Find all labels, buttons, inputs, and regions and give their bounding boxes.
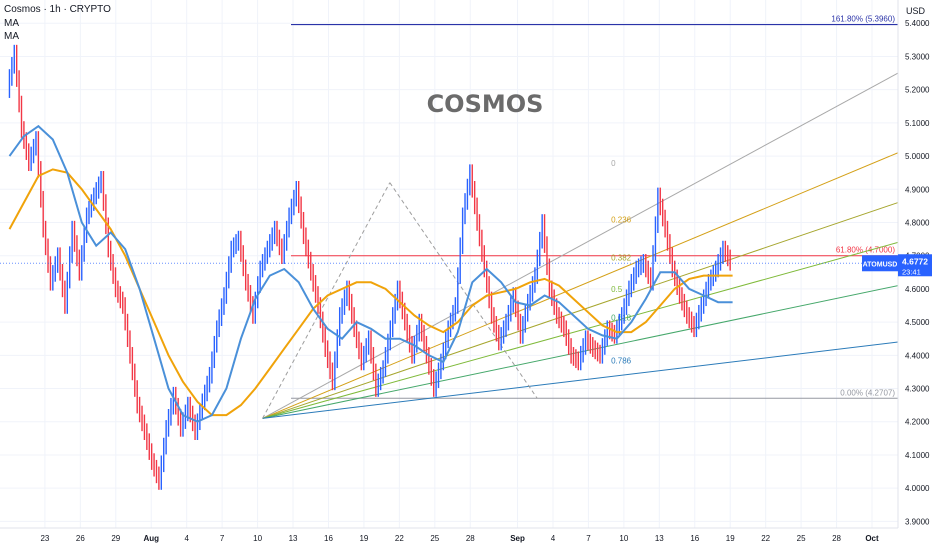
price-series <box>8 44 731 490</box>
ma-indicator-1[interactable]: MA <box>4 18 19 29</box>
time-tick-label: Aug <box>143 534 159 543</box>
time-tick-label: 10 <box>619 534 628 543</box>
time-tick-label: 22 <box>395 534 404 543</box>
fan-line <box>262 72 899 419</box>
time-tick-label: 19 <box>726 534 735 543</box>
time-tick-label: 4 <box>551 534 556 543</box>
price-tick-label: 5.0000 <box>905 152 930 161</box>
price-tick-label: 4.9000 <box>905 185 930 194</box>
price-tick-label: 5.4000 <box>905 19 930 28</box>
horizontal-levels: 161.80% (5.3960) 61.80% (4.7000) 0.00% (4.… <box>291 15 898 399</box>
time-tick-label: 16 <box>324 534 333 543</box>
price-tick-label: 4.2000 <box>905 418 930 427</box>
fan-level-label: 0.236 <box>611 215 632 224</box>
price-tick-label: 5.2000 <box>905 86 930 95</box>
trend-lines <box>262 182 538 419</box>
price-tick-label: 5.3000 <box>905 52 930 61</box>
dashed-trend-line <box>262 182 391 419</box>
ma-fast-line <box>8 124 733 423</box>
fan-level-label: 0.5 <box>611 285 623 294</box>
time-tick-label: Sep <box>510 534 525 543</box>
countdown-value: 23:41 <box>902 267 921 276</box>
last-price-value: 4.6772 <box>902 256 928 266</box>
time-tick-label: 29 <box>111 534 120 543</box>
time-tick-label: 28 <box>832 534 841 543</box>
time-tick-label: 25 <box>430 534 439 543</box>
time-tick-label: 7 <box>220 534 225 543</box>
price-tick-label: 4.6000 <box>905 285 930 294</box>
fan-level-label: 0.382 <box>611 254 632 263</box>
fan-level-label: 0.786 <box>611 357 632 366</box>
fan-level-label: 0 <box>611 159 616 168</box>
ma-slow-line <box>8 168 733 417</box>
time-tick-label: 16 <box>690 534 699 543</box>
last-price-tag <box>898 254 932 277</box>
price-tick-label: 4.5000 <box>905 318 930 327</box>
time-tick-label: 4 <box>184 534 189 543</box>
time-tick-label: 19 <box>359 534 368 543</box>
dashed-trend-line <box>389 182 538 399</box>
time-tick-label: 10 <box>253 534 262 543</box>
grid <box>0 0 898 528</box>
fib-level-label: 61.80% (4.7000) <box>836 246 895 255</box>
price-tick-label: 3.9000 <box>905 517 930 526</box>
time-tick-label: 25 <box>797 534 806 543</box>
time-axis[interactable]: 23 26 29 Aug 4 7 10 13 16 19 22 25 28 Sep 4 7 10 13 16 19 22… <box>40 534 879 543</box>
ticker-tag <box>862 255 898 272</box>
time-tick-label: 28 <box>466 534 475 543</box>
fan-line <box>262 341 899 419</box>
time-tick-label: 13 <box>289 534 298 543</box>
symbol-title[interactable]: Cosmos · 1h · CRYPTO <box>4 4 111 15</box>
price-tick-label: 5.1000 <box>905 119 930 128</box>
ma-indicator-2[interactable]: MA <box>4 31 19 42</box>
price-tick-label: 4.0000 <box>905 484 930 493</box>
price-tick-label: 4.8000 <box>905 218 930 227</box>
fan-line <box>262 152 899 419</box>
fan-line <box>262 241 899 419</box>
ticker-label: ATOMUSD <box>863 261 898 268</box>
fan-line <box>262 202 899 419</box>
price-tick-label: 4.1000 <box>905 451 930 460</box>
fib-level-label: 161.80% (5.3960) <box>831 15 895 24</box>
currency-label: USD <box>906 6 926 16</box>
time-tick-label: 7 <box>586 534 591 543</box>
time-tick-label: 13 <box>655 534 664 543</box>
time-tick-label: 26 <box>76 534 85 543</box>
price-tick-label: 4.4000 <box>905 351 930 360</box>
chart-title: COSMOS <box>427 90 544 118</box>
time-tick-label: 23 <box>40 534 49 543</box>
moving-averages <box>8 124 733 423</box>
price-tick-label: 4.3000 <box>905 385 930 394</box>
time-tick-label: 22 <box>761 534 770 543</box>
fib-level-label: 0.00% (4.2707) <box>840 388 895 397</box>
time-tick-label: Oct <box>865 534 879 543</box>
